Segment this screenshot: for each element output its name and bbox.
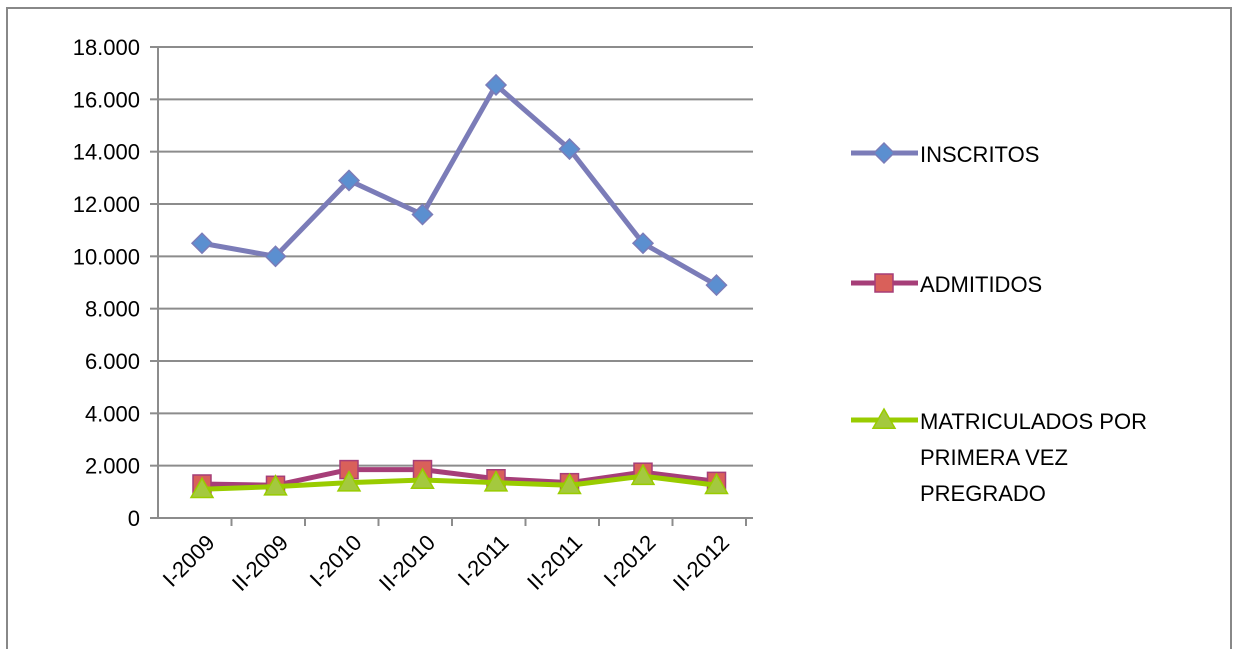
legend-label: ADMITIDOS <box>920 272 1042 297</box>
y-tick-label: 6.000 <box>85 349 140 374</box>
series-line <box>201 82 718 288</box>
series-line <box>201 473 717 492</box>
legend: INSCRITOS ADMITIDOS MATRICULADOS POR PRIMER… <box>851 141 1147 506</box>
y-tick-label: 10.000 <box>73 244 140 269</box>
data-point <box>704 472 729 495</box>
data-point <box>631 232 655 255</box>
gridlines <box>158 46 753 467</box>
legend-swatch-marker <box>874 273 894 293</box>
data-point <box>411 203 434 226</box>
data-point <box>705 274 728 297</box>
y-tick-label: 14.000 <box>73 140 140 165</box>
legend-entry: INSCRITOS <box>851 141 1039 167</box>
y-tick-label: 0 <box>128 506 140 531</box>
data-point <box>190 232 214 255</box>
series <box>189 73 729 499</box>
legend-swatch-marker <box>871 407 897 429</box>
legend-swatch-marker <box>872 141 896 165</box>
data-point <box>484 73 508 97</box>
data-point <box>336 470 362 492</box>
data-point <box>557 472 582 495</box>
data-point <box>263 474 288 496</box>
axes <box>150 46 753 526</box>
legend-label: INSCRITOS <box>920 142 1039 167</box>
y-tick-label: 2.000 <box>85 454 140 479</box>
y-tick-label: 18.000 <box>73 35 140 60</box>
data-point <box>337 169 361 192</box>
series-line <box>201 467 717 488</box>
data-point <box>630 463 656 486</box>
data-point <box>410 467 435 490</box>
legend-label: PRIMERA VEZ <box>920 445 1068 470</box>
data-point <box>264 245 287 268</box>
y-tick-labels: 0 2.000 4.000 6.000 8.000 10.000 12.000 14.000 1… <box>73 35 140 531</box>
chart-border <box>6 7 1232 654</box>
legend-entry: MATRICULADOS POR PRIMERA VEZ PREGRADO <box>851 407 1147 506</box>
data-point <box>483 470 509 492</box>
legend-entry: ADMITIDOS <box>851 272 1042 297</box>
series-group <box>189 463 729 499</box>
y-tick-label: 4.000 <box>85 401 140 426</box>
data-point <box>189 476 215 499</box>
y-tick-label: 16.000 <box>73 87 140 112</box>
data-point <box>558 137 581 161</box>
legend-label: MATRICULADOS POR <box>920 409 1147 434</box>
y-tick-label: 8.000 <box>85 297 140 322</box>
y-tick-label: 12.000 <box>73 192 140 217</box>
legend-label: PREGRADO <box>920 481 1046 506</box>
series-group <box>190 73 728 297</box>
